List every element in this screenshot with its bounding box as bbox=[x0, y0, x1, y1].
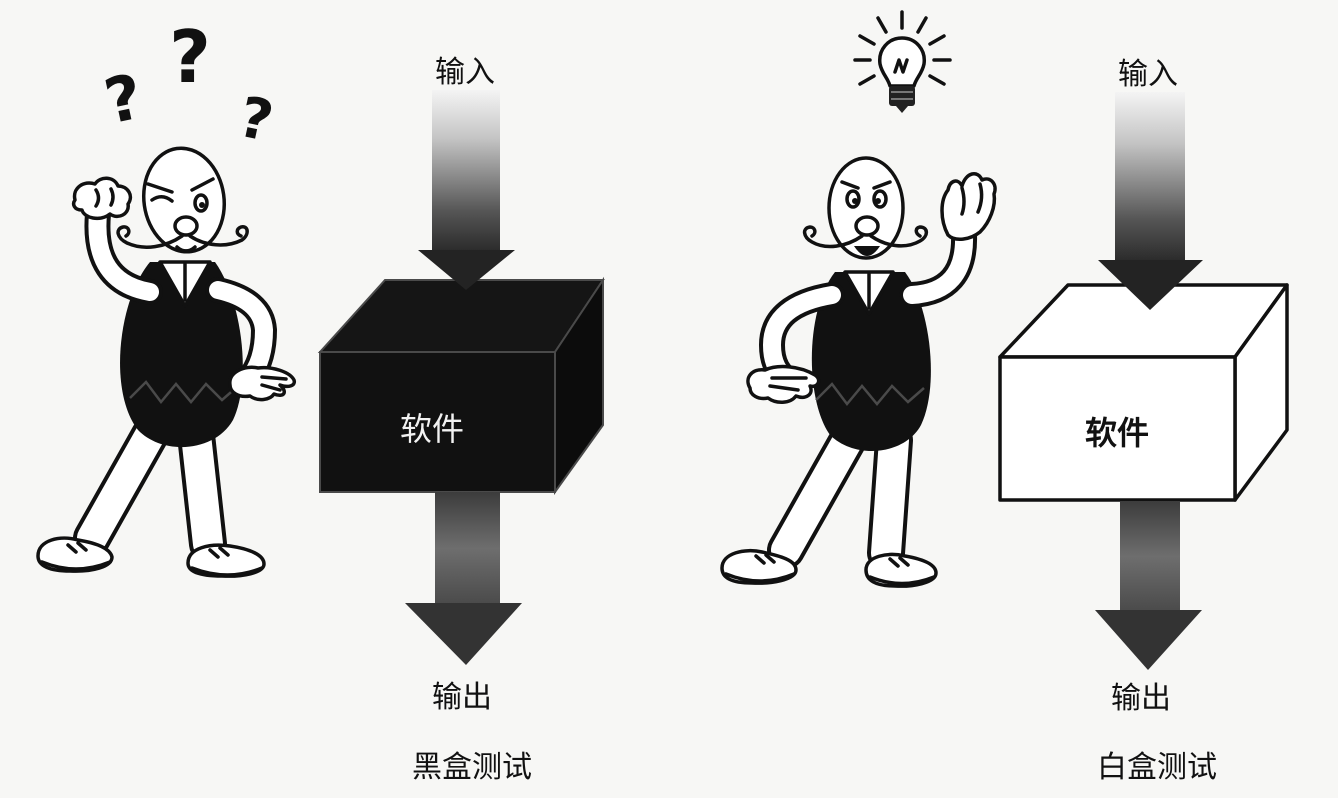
open-palm-fingers bbox=[768, 376, 808, 392]
input-arrow-shaft bbox=[432, 90, 500, 252]
output-arrow-shaft bbox=[435, 492, 500, 605]
right-shoe-icon bbox=[864, 552, 938, 588]
eyebrows bbox=[146, 177, 215, 194]
hip-hand-fingers bbox=[260, 375, 288, 392]
bulb-base-threads bbox=[891, 91, 913, 100]
head bbox=[827, 156, 905, 260]
left-shoe-icon bbox=[720, 548, 798, 585]
nose bbox=[173, 215, 199, 237]
vest-pattern bbox=[815, 382, 925, 407]
right-shoe-laces bbox=[888, 556, 910, 568]
down-arrow-icon bbox=[405, 603, 522, 665]
white-box-panel: 输入 软件 输出 白盒测试 bbox=[720, 10, 1289, 785]
right-leg bbox=[871, 425, 909, 568]
black-box-output-label: 输出 bbox=[432, 680, 492, 715]
pupil bbox=[852, 198, 858, 204]
output-arrow-shaft bbox=[1120, 501, 1180, 612]
bulb-tip bbox=[896, 106, 908, 113]
down-arrow-icon bbox=[1098, 260, 1203, 310]
black-box-caption: 黑盒测试 bbox=[412, 750, 532, 785]
left-shoe-sole bbox=[724, 572, 796, 583]
right-leg bbox=[181, 420, 223, 559]
nose bbox=[854, 215, 880, 237]
left-shoe-laces bbox=[754, 553, 776, 565]
white-box-caption: 白盒测试 bbox=[1097, 750, 1217, 785]
idea-man-icon bbox=[720, 10, 997, 588]
black-box-cube bbox=[317, 276, 605, 496]
raised-arm bbox=[88, 205, 159, 301]
smiling-mouth bbox=[854, 246, 880, 256]
bulb-glass bbox=[878, 36, 926, 88]
black-box-input-label: 输入 bbox=[435, 55, 495, 90]
light-bulb-icon bbox=[853, 10, 952, 113]
question-mark-icon: ? bbox=[98, 60, 148, 139]
black-box-software-label: 软件 bbox=[400, 410, 464, 448]
black-box-panel: 输入 软件 输出 黑盒测试 ? ? ? bbox=[36, 15, 605, 785]
confused-man-icon: ? ? ? bbox=[36, 15, 297, 578]
fist-fingers bbox=[94, 187, 115, 208]
mustache-right bbox=[188, 224, 249, 247]
right-shoe-laces bbox=[208, 546, 230, 559]
mustache-left bbox=[802, 225, 864, 249]
eyebrows bbox=[840, 180, 892, 190]
white-box-input-label: 输入 bbox=[1118, 57, 1178, 92]
right-shoe-sole bbox=[868, 575, 936, 586]
left-leg bbox=[771, 425, 863, 565]
white-box-input-arrow bbox=[1098, 92, 1203, 310]
white-box-cube bbox=[998, 283, 1289, 502]
right-shoe-icon bbox=[186, 543, 266, 578]
black-box-output-arrow bbox=[405, 492, 522, 665]
bulb-base bbox=[889, 86, 915, 106]
white-box-output-arrow bbox=[1095, 501, 1202, 670]
black-box-front-face bbox=[319, 351, 556, 493]
bulb-rays bbox=[853, 10, 952, 86]
down-arrow-icon bbox=[418, 250, 515, 290]
white-box-front-face bbox=[998, 355, 1237, 502]
mouth bbox=[175, 245, 197, 253]
white-box-software-label: 软件 bbox=[1085, 414, 1149, 452]
raised-hand-icon bbox=[940, 172, 997, 241]
left-leg bbox=[77, 420, 165, 553]
left-shoe-laces bbox=[66, 541, 88, 554]
raised-arm bbox=[903, 226, 974, 304]
vest bbox=[811, 272, 931, 452]
raised-hand-fingers bbox=[960, 182, 984, 216]
vest bbox=[120, 262, 243, 448]
pupil bbox=[875, 198, 881, 204]
left-shoe-sole bbox=[40, 560, 112, 571]
question-mark-icon: ? bbox=[233, 85, 278, 155]
right-shoe-sole bbox=[190, 566, 264, 577]
down-arrow-icon bbox=[1095, 610, 1202, 670]
vest-pattern bbox=[129, 380, 239, 405]
white-box-output-label: 输出 bbox=[1111, 681, 1171, 716]
left-shoe-icon bbox=[36, 536, 114, 573]
fist-icon bbox=[71, 176, 133, 221]
squinting-eye bbox=[150, 195, 174, 203]
bulb-filament bbox=[893, 58, 909, 74]
open-palm-icon bbox=[746, 364, 821, 404]
pupil bbox=[199, 202, 205, 208]
mustache-left bbox=[116, 225, 184, 249]
question-mark-icon: ? bbox=[169, 15, 211, 99]
black-box-top-face bbox=[317, 279, 605, 353]
black-box-input-arrow bbox=[418, 90, 515, 290]
mustache-right bbox=[869, 225, 929, 248]
input-arrow-shaft bbox=[1115, 92, 1185, 262]
